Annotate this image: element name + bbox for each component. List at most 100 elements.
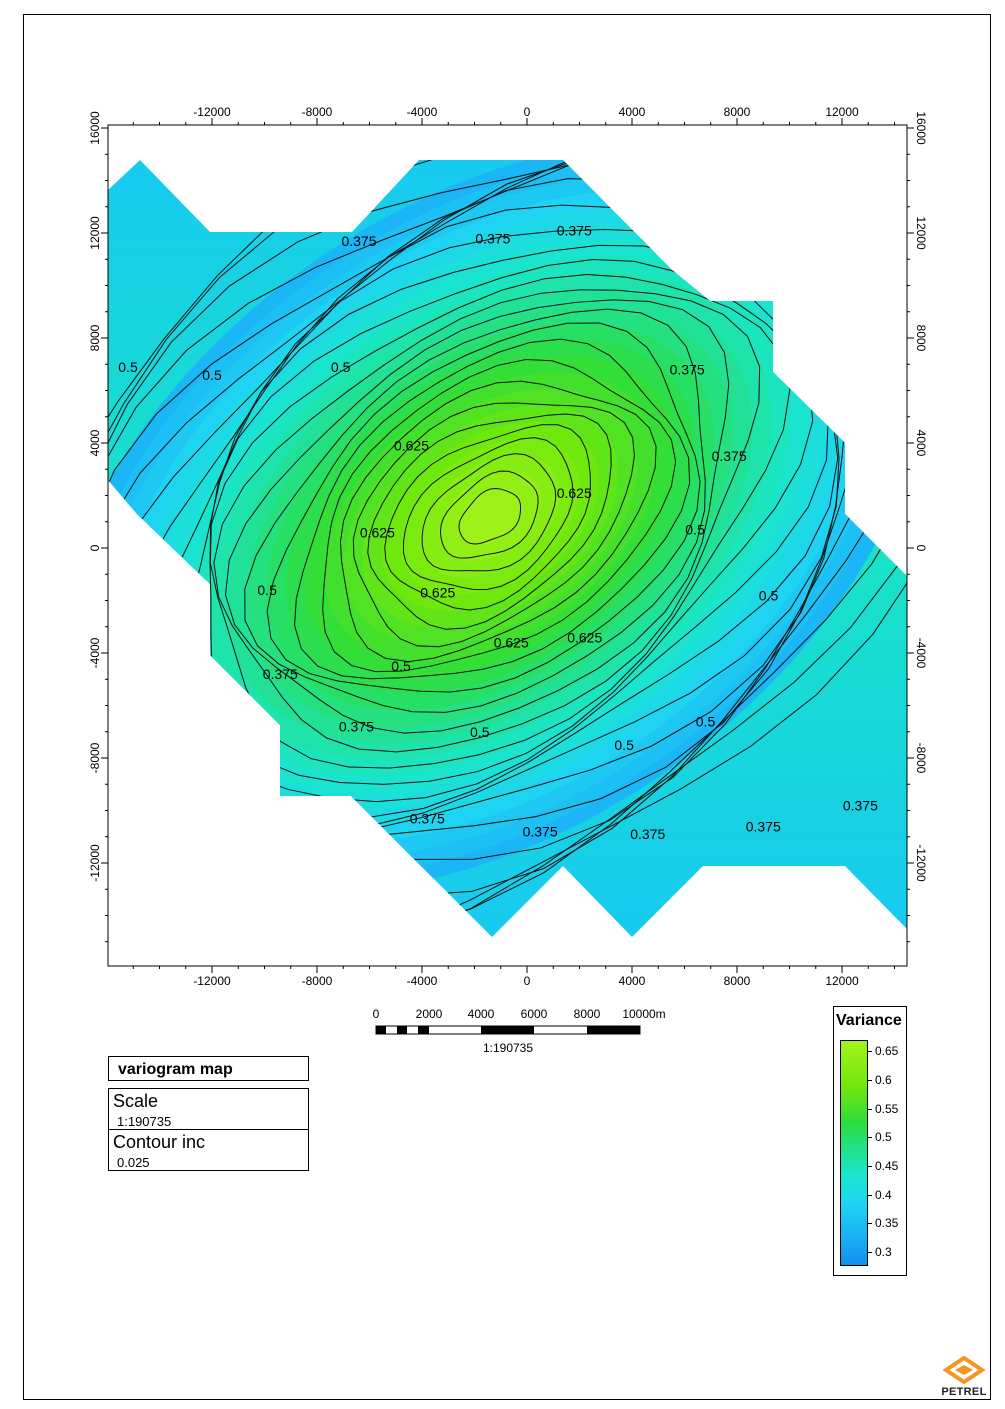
scale-bar-label: 0: [373, 1007, 380, 1021]
contour-label: 0.5: [696, 713, 716, 729]
contour-line: [439, 470, 539, 559]
logo-text: PETREL: [941, 1386, 987, 1398]
scale-heading: Scale: [113, 1091, 159, 1111]
y-tick-label: 8000: [914, 325, 928, 352]
y-tick-label: -4000: [88, 637, 102, 668]
colorbar-tick: [868, 1051, 872, 1053]
contour-line: [458, 488, 522, 545]
plot-frame: [107, 124, 908, 967]
contour-value: 0.025: [117, 1155, 150, 1170]
colorbar-tick: [868, 1194, 872, 1196]
scale-bar: 0 2000 4000 6000 8000 10000m 1:190735: [373, 1007, 666, 1055]
map-title: variogram map: [118, 1061, 233, 1078]
map-title-box: variogram map: [108, 1056, 309, 1081]
y-tick-label: 16000: [88, 111, 102, 145]
y-tick-label: 0: [88, 544, 102, 551]
contour-line: [367, 413, 612, 630]
contour-label: 0.625: [557, 485, 592, 501]
contour-label: 0.5: [331, 359, 351, 375]
y-tick-label: 16000: [914, 111, 928, 145]
scale-bar-label: 4000: [468, 1007, 495, 1021]
y-tick-label: -8000: [88, 742, 102, 773]
contour-line: [213, 289, 761, 753]
contour-line: [339, 380, 657, 663]
y-axis-left: 16000 12000 8000 4000 0 -4000 -8000 -12000: [88, 111, 102, 882]
contour-label: 0.375: [475, 230, 510, 246]
contour-label: 0.375: [746, 818, 781, 834]
scale-info-box: Scale 1:190735: [108, 1088, 309, 1130]
contour-info-box: Contour inc 0.025: [108, 1129, 309, 1171]
y-tick-label: 12000: [88, 216, 102, 250]
contour-label: 0.375: [712, 448, 747, 464]
x-tick-label: -12000: [193, 105, 231, 119]
contour-label: 0.5: [685, 522, 705, 538]
y-tick-label: -4000: [914, 638, 928, 669]
x-tick-label: 0: [524, 974, 531, 988]
scale-bar-label: 2000: [416, 1007, 443, 1021]
contour-label: 0.375: [523, 824, 558, 840]
colorbar-tick: [868, 1080, 872, 1082]
x-tick-label: -12000: [193, 974, 231, 988]
x-tick-label: -8000: [302, 105, 333, 119]
contour-label: 0.5: [257, 582, 277, 598]
x-tick-label: 8000: [724, 105, 751, 119]
contour-label: 0.375: [341, 233, 376, 249]
contour-heading: Contour inc: [113, 1132, 206, 1152]
y-tick-label: -12000: [88, 844, 102, 882]
contour-label: 0.375: [410, 810, 445, 826]
contour-line: [108, 160, 907, 937]
contour-label: 0.5: [470, 724, 490, 740]
minor-ticks: [101, 118, 914, 973]
x-tick-label: 4000: [619, 974, 646, 988]
contour-label: 0.5: [759, 587, 779, 603]
petrel-logo-icon: [942, 1355, 986, 1385]
y-axis-right: 16000 12000 8000 4000 0 -4000 -8000 -12000: [914, 111, 928, 882]
contour-label: 0.625: [494, 635, 529, 651]
contour-label: 0.625: [567, 629, 602, 645]
x-axis-bottom: -12000 -8000 -4000 0 4000 8000 12000: [193, 974, 859, 988]
x-tick-label: 4000: [619, 105, 646, 119]
contour-label: 0.375: [557, 222, 592, 238]
contour-line: [266, 322, 701, 693]
contour-labels: 0.375 0.375 0.375 0.375 0.375 0.5 0.5 0.5 0.625 0…: [118, 222, 878, 842]
contour-label: 0.5: [118, 359, 138, 375]
contour-line: [322, 359, 677, 673]
legend-title: Variance: [836, 1012, 902, 1029]
contour-label: 0.375: [843, 797, 878, 813]
y-tick-label: 12000: [914, 216, 928, 250]
x-tick-label: -4000: [407, 974, 438, 988]
colorbar-tick-label: 0.6: [875, 1073, 892, 1088]
contour-label: 0.375: [670, 362, 705, 378]
contour-label: 0.375: [339, 719, 374, 735]
y-tick-label: -12000: [914, 844, 928, 882]
colorbar-tick-label: 0.5: [875, 1130, 892, 1145]
contour-line: [402, 437, 574, 590]
colorbar-tick: [868, 1223, 872, 1225]
scale-bar-label: 8000: [574, 1007, 601, 1021]
colorbar-tick: [868, 1251, 872, 1253]
page-frame: [23, 14, 991, 1400]
contour-label: 0.625: [394, 438, 429, 454]
y-tick-label: 0: [914, 545, 928, 552]
contour-label: 0.375: [630, 826, 665, 842]
x-axis-top: -12000 -8000 -4000 0 4000 8000 12000: [193, 105, 859, 119]
x-tick-label: 12000: [825, 105, 859, 119]
contour-line: [225, 299, 730, 734]
colorbar-tick-label: 0.45: [875, 1158, 899, 1173]
colorbar-tick-label: 0.65: [875, 1044, 899, 1059]
petrel-logo: PETREL: [938, 1355, 990, 1400]
contour-label: 0.5: [614, 737, 634, 753]
contour-line: [108, 160, 907, 897]
scale-bar-label: 6000: [521, 1007, 548, 1021]
y-tick-label: 4000: [914, 430, 928, 457]
scale-bar-label: 10000m: [622, 1007, 665, 1021]
x-tick-label: -8000: [302, 974, 333, 988]
colorbar-gradient: [840, 1040, 868, 1266]
contour-line: [384, 424, 591, 611]
x-tick-label: 12000: [825, 974, 859, 988]
contour-label: 0.375: [263, 666, 298, 682]
contour-line: [108, 160, 907, 928]
contour-label: 0.5: [391, 658, 411, 674]
x-tick-label: 8000: [724, 974, 751, 988]
variance-band: [458, 488, 523, 545]
